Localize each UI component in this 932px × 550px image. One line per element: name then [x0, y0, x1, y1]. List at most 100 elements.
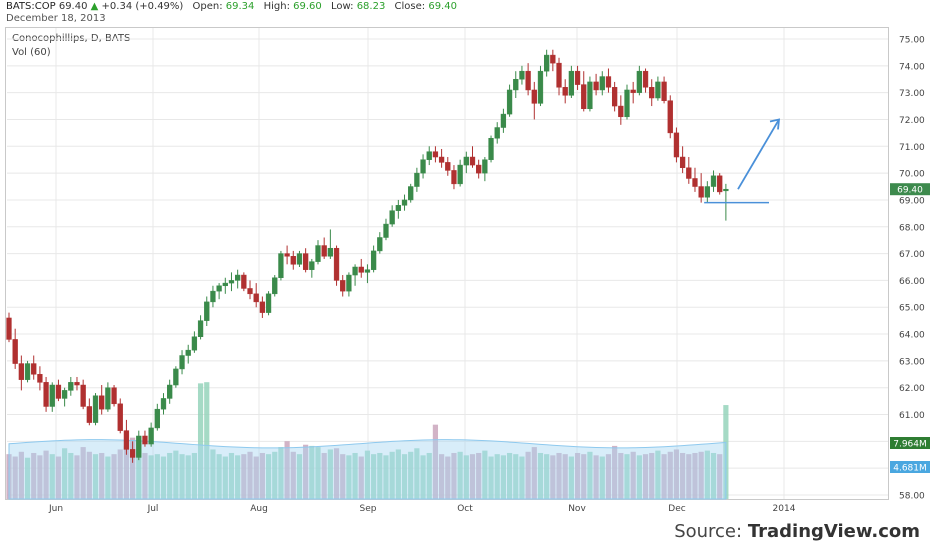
- candle-body: [253, 293, 259, 303]
- volume-bar: [265, 454, 272, 499]
- volume-bar: [327, 449, 333, 499]
- close-value: 69.40: [428, 1, 457, 12]
- candle-body: [43, 382, 49, 407]
- candle-body: [451, 170, 457, 185]
- volume-bar: [519, 456, 525, 499]
- volume-bar: [395, 449, 401, 499]
- volume-bar: [173, 450, 179, 499]
- volume-bar: [216, 454, 222, 499]
- trend-arrow-line: [737, 119, 780, 190]
- y-tick-label: 67.00: [899, 250, 925, 260]
- candle-body: [395, 205, 401, 211]
- candle-body: [49, 384, 55, 407]
- candle-body: [179, 355, 185, 370]
- candle-body: [482, 159, 488, 174]
- price-change: +0.34 (+0.49%): [101, 1, 184, 12]
- candle-body: [377, 237, 383, 252]
- symbol-label: BATS:COP: [6, 1, 56, 12]
- volume-bar: [364, 450, 371, 499]
- volume-bar: [340, 454, 346, 499]
- volume-bar: [24, 457, 31, 499]
- volume-legend: Vol (60): [12, 47, 51, 58]
- candle-body: [383, 223, 389, 238]
- candle-body: [445, 162, 451, 171]
- volume-bar: [333, 448, 340, 499]
- candle-body: [154, 408, 160, 429]
- candle-body: [123, 430, 130, 450]
- chart-panel[interactable]: [5, 27, 889, 500]
- volume-bar: [105, 456, 111, 499]
- candle-body: [247, 288, 253, 295]
- volume-bar: [191, 452, 197, 499]
- volume-bar: [18, 451, 24, 499]
- volume-bar: [154, 454, 160, 499]
- candle-body: [315, 245, 321, 262]
- volume-bar: [717, 454, 723, 499]
- volume-bar: [358, 456, 364, 499]
- volume-bar: [537, 452, 544, 499]
- volume-bar: [544, 454, 550, 499]
- volume-bar: [661, 454, 667, 499]
- volume-ma-badge: 4.681M: [893, 464, 927, 474]
- candle-body: [649, 87, 655, 99]
- candle-body: [346, 274, 352, 292]
- candle-body: [370, 250, 377, 270]
- candle-body: [340, 280, 346, 292]
- candle-body: [92, 395, 99, 423]
- volume-bar: [43, 450, 49, 499]
- volume-bar: [12, 456, 18, 499]
- high-value: 69.60: [293, 1, 322, 12]
- y-tick-label: 71.00: [899, 143, 925, 153]
- volume-bar: [692, 452, 698, 499]
- volume-bar: [513, 454, 519, 499]
- x-tick-label: Nov: [568, 504, 586, 514]
- volume-bar: [92, 454, 99, 499]
- volume-bar: [655, 450, 661, 499]
- candle-body: [686, 167, 692, 179]
- volume-bar: [710, 452, 717, 499]
- volume-bar: [445, 456, 451, 499]
- volume-bar: [228, 452, 235, 499]
- high-label: High:: [263, 1, 290, 12]
- candle-body: [160, 398, 167, 410]
- volume-bar: [605, 454, 612, 499]
- volume-bar: [371, 454, 377, 499]
- candle-body: [488, 137, 494, 160]
- candle-body: [611, 87, 618, 107]
- volume-bar: [457, 451, 463, 499]
- candle-body: [333, 247, 340, 281]
- candle-body: [111, 387, 117, 405]
- candle-body: [216, 285, 222, 292]
- volume-bar: [500, 455, 506, 499]
- candle-body: [717, 175, 723, 193]
- candle-body: [568, 70, 575, 96]
- candle-body: [173, 368, 179, 386]
- open-label: Open:: [192, 1, 223, 12]
- candle-body: [457, 164, 463, 185]
- candle-body: [37, 374, 43, 383]
- volume-bar: [49, 454, 55, 499]
- candle-body: [723, 188, 729, 192]
- candle-body: [401, 199, 408, 206]
- candle-body: [235, 274, 241, 281]
- close-label: Close:: [394, 1, 426, 12]
- candle-body: [679, 156, 686, 169]
- volume-bar: [630, 451, 636, 499]
- volume-bar: [593, 455, 599, 499]
- candle-body: [661, 81, 667, 101]
- volume-bar: [426, 452, 432, 499]
- candle-body: [704, 186, 710, 198]
- candle-body: [99, 395, 105, 410]
- date-label: December 18, 2013: [6, 13, 106, 24]
- volume-bar: [686, 454, 692, 499]
- candle-body: [321, 245, 327, 257]
- volume-bar: [581, 454, 587, 499]
- candle-body: [80, 384, 86, 407]
- volume-bar: [123, 445, 130, 499]
- candle-body: [506, 89, 513, 115]
- open-value: 69.34: [225, 1, 255, 12]
- candle-body: [136, 435, 142, 458]
- y-tick-label: 75.00: [899, 36, 925, 46]
- volume-bar: [439, 454, 445, 499]
